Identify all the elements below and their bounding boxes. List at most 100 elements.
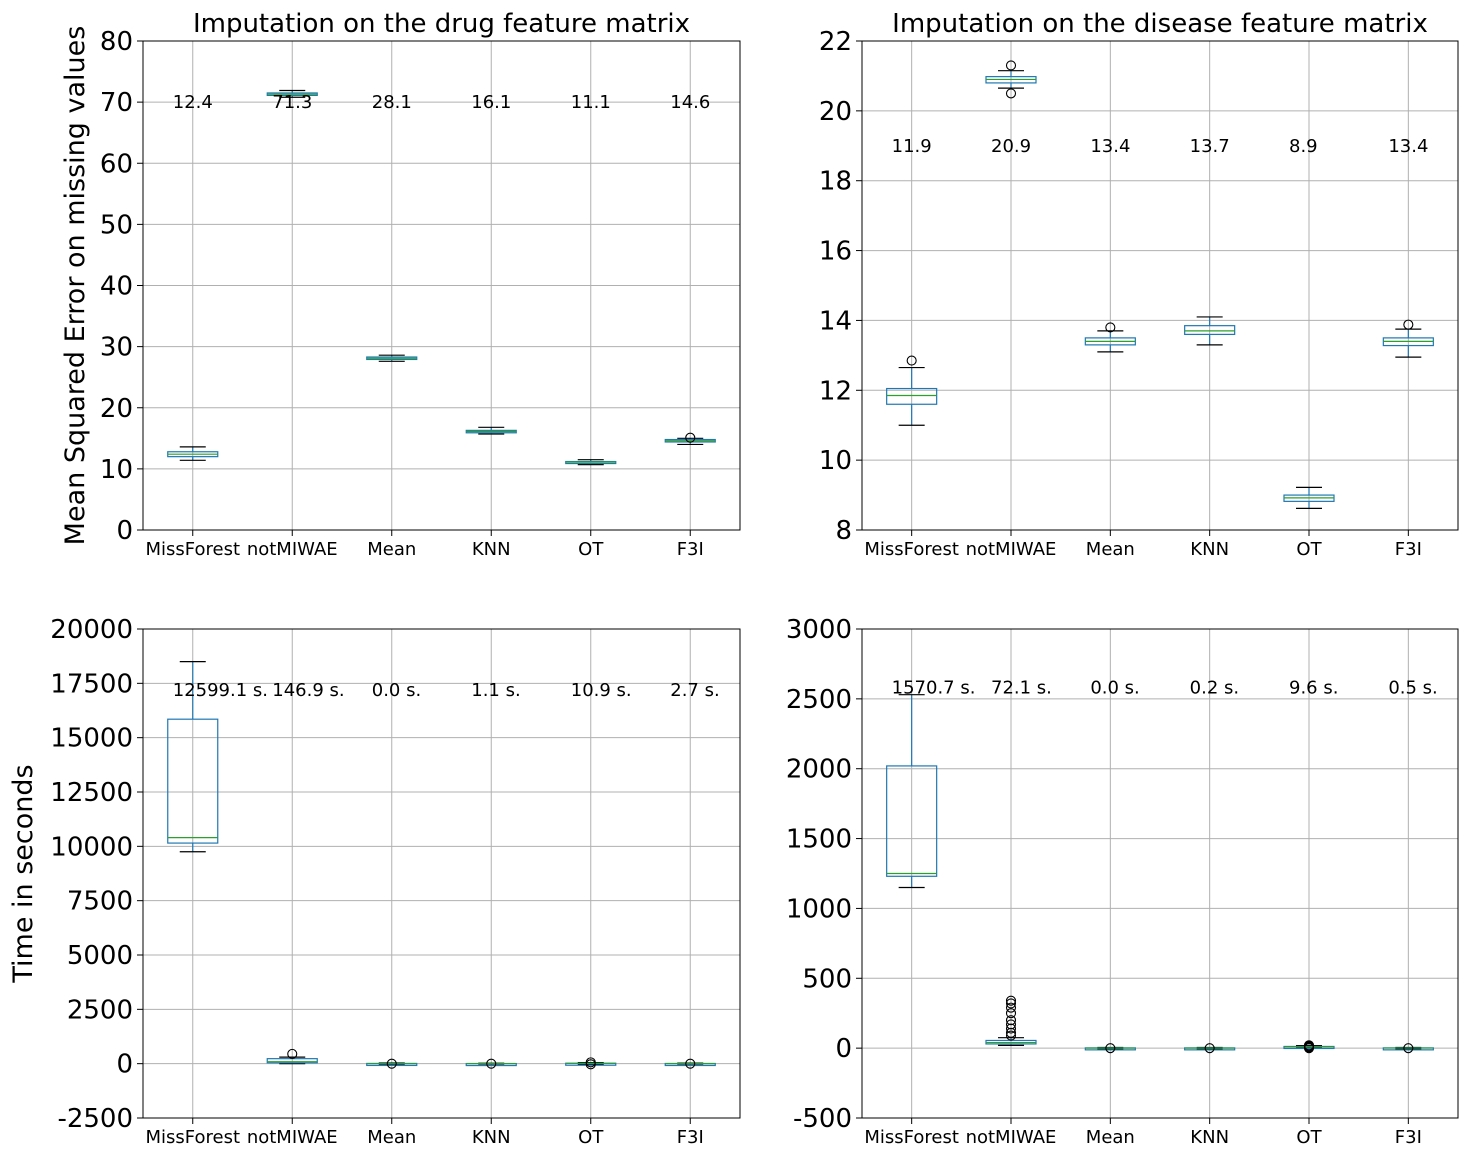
x-tick-label-knn: KNN xyxy=(472,539,511,560)
flier-point xyxy=(1005,60,1017,71)
y-axis-label: Time in seconds xyxy=(8,764,39,983)
x-tick-label-missforest: MissForest xyxy=(864,1127,959,1148)
flier-point xyxy=(386,1058,397,1069)
box-missforest xyxy=(167,660,219,853)
x-tick-label-ot: OT xyxy=(1296,539,1322,560)
value-annotation-missforest: 12.4 xyxy=(173,92,213,113)
box-knn xyxy=(1184,316,1236,346)
box-iqr xyxy=(886,387,938,405)
flier-point xyxy=(1403,319,1414,330)
x-tick-label-ot: OT xyxy=(578,1127,604,1148)
x-tick-label-mean: Mean xyxy=(367,1127,416,1148)
flier-point xyxy=(1005,1023,1017,1034)
axes-frame xyxy=(142,40,741,531)
panel-drug-mse: 0 10 20 30 40 50 60 70 80 MissForest notMIWAE Mean K… xyxy=(60,9,741,560)
y-tick-label: 0 xyxy=(116,516,133,546)
value-annotation-notmiwae: 71.3 xyxy=(272,92,312,113)
value-annotation-missforest: 12599.1 s. xyxy=(173,680,268,701)
y-tick-label: 2000 xyxy=(786,755,852,785)
value-annotation-knn: 13.7 xyxy=(1190,136,1230,157)
x-tick-label-missforest: MissForest xyxy=(145,539,240,560)
box-ot xyxy=(565,459,617,466)
axes-frame xyxy=(861,628,1459,1119)
axes-frame xyxy=(142,628,741,1119)
box-notmiwae xyxy=(266,1048,318,1065)
y-tick-label: 3000 xyxy=(786,615,852,645)
flier-point xyxy=(1005,88,1017,99)
box-missforest xyxy=(886,694,938,889)
y-tick-label: -2500 xyxy=(57,1104,133,1134)
y-axis-label: Mean Squared Error on missing values xyxy=(60,26,91,546)
box-mean xyxy=(1084,322,1136,353)
box-knn xyxy=(1184,1043,1236,1054)
x-tick-label-notmiwae: notMIWAE xyxy=(966,539,1057,560)
y-tick-label: 40 xyxy=(100,272,133,302)
box-ot xyxy=(565,1057,617,1070)
box-mean xyxy=(1084,1043,1136,1054)
y-tick-label: 2500 xyxy=(786,685,852,715)
y-tick-label: 5000 xyxy=(67,941,133,971)
box-missforest xyxy=(886,355,938,426)
y-tick-label: 16 xyxy=(819,237,852,267)
flier-point xyxy=(486,1058,497,1069)
value-annotation-notmiwae: 72.1 s. xyxy=(991,678,1052,699)
y-tick-label: 8 xyxy=(835,516,852,546)
x-tick-label-missforest: MissForest xyxy=(145,1127,240,1148)
chart-title: Imputation on the disease feature matrix xyxy=(892,9,1428,39)
value-annotation-f3i: 0.5 s. xyxy=(1388,678,1437,699)
y-tick-label: 12500 xyxy=(50,778,133,808)
flier-point xyxy=(685,432,696,443)
flier-point xyxy=(585,1057,596,1068)
box-f3i xyxy=(1382,319,1434,358)
flier-point xyxy=(1105,1043,1116,1054)
y-tick-label: 30 xyxy=(100,333,133,363)
value-annotation-ot: 10.9 s. xyxy=(571,680,632,701)
box-ot xyxy=(1283,1040,1335,1054)
box-mean xyxy=(366,1058,418,1069)
y-tick-label: 0 xyxy=(835,1034,852,1064)
value-annotation-mean: 0.0 s. xyxy=(1090,678,1139,699)
y-tick-label: 0 xyxy=(116,1050,133,1080)
x-tick-label-f3i: F3I xyxy=(1395,1127,1422,1148)
panel-drug-time: -2500 0 2500 5000 7500 10000 12500 15000 17500 20… xyxy=(8,615,741,1148)
y-tick-label: 22 xyxy=(819,27,852,57)
box-mean xyxy=(366,354,418,362)
value-annotation-knn: 0.2 s. xyxy=(1190,678,1239,699)
value-annotation-ot: 11.1 xyxy=(571,92,611,113)
y-tick-label: -500 xyxy=(793,1104,852,1134)
y-tick-label: 60 xyxy=(100,149,133,179)
y-tick-label: 2500 xyxy=(67,995,133,1025)
y-tick-label: 20 xyxy=(819,97,852,127)
box-notmiwae xyxy=(985,995,1037,1046)
y-tick-label: 20000 xyxy=(50,615,133,645)
flier-point xyxy=(1005,1030,1017,1041)
y-tick-label: 80 xyxy=(100,27,133,57)
value-annotation-notmiwae: 20.9 xyxy=(991,136,1031,157)
value-annotation-ot: 8.9 xyxy=(1289,136,1318,157)
value-annotation-f3i: 14.6 xyxy=(670,92,710,113)
value-annotation-mean: 28.1 xyxy=(372,92,412,113)
x-tick-label-f3i: F3I xyxy=(677,1127,704,1148)
value-annotation-knn: 16.1 xyxy=(471,92,511,113)
flier-point xyxy=(1005,1015,1017,1026)
box-f3i xyxy=(664,432,716,446)
box-iqr xyxy=(886,765,938,877)
flier-point xyxy=(1403,1043,1414,1054)
box-f3i xyxy=(664,1058,716,1069)
value-annotation-f3i: 13.4 xyxy=(1388,136,1428,157)
flier-point xyxy=(287,1048,298,1059)
chart-title: Imputation on the drug feature matrix xyxy=(193,9,690,39)
value-annotation-f3i: 2.7 s. xyxy=(670,680,719,701)
y-tick-label: 15000 xyxy=(50,724,133,754)
y-tick-label: 10 xyxy=(819,446,852,476)
y-tick-label: 20 xyxy=(100,394,133,424)
flier-point xyxy=(1005,1008,1017,1019)
x-tick-label-mean: Mean xyxy=(1086,539,1135,560)
flier-point xyxy=(685,1058,696,1069)
flier-point xyxy=(906,355,917,366)
y-tick-label: 18 xyxy=(819,167,852,197)
box-missforest xyxy=(167,446,219,461)
flier-point xyxy=(1005,1019,1017,1030)
panel-disease-time: -500 0 500 1000 1500 2000 2500 3000 MissForest no… xyxy=(786,615,1459,1148)
